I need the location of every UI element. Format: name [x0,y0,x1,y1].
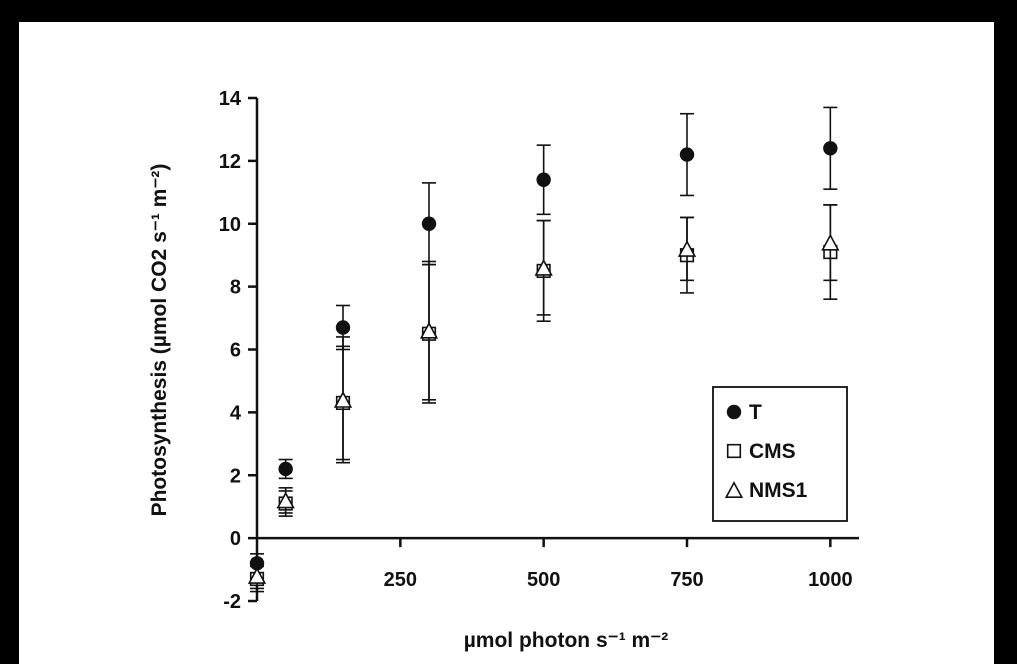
data-point [278,461,293,477]
axis-titles: µmol photon s⁻¹ m⁻² Photosynthesis (µmol … [148,164,668,652]
data-point [333,390,353,408]
y-tick-label: 14 [219,88,242,110]
y-tick-label: 12 [219,151,241,173]
data-point [247,566,267,584]
y-tick-label: 0 [230,528,241,550]
data-point [534,258,553,276]
legend-label-cms: CMS [749,440,796,463]
x-tick-label: 500 [527,569,560,591]
data-marks [247,106,840,593]
scatter-chart: -2 0 2 4 6 8 10 12 14 250 500 750 1000 T CMS NMS1 µmol… [148,88,859,652]
y-tick-label: 6 [230,340,241,362]
legend-marker-t [726,404,742,420]
data-point [276,491,295,509]
legend-label-t: T [749,401,762,424]
axes: -2 0 2 4 6 8 10 12 14 250 500 750 1000 [219,88,859,613]
data-point [421,216,437,231]
legend-label-nms1: NMS1 [749,479,808,502]
data-point [679,147,695,162]
legend-marker-cms [726,443,742,459]
legend: T CMS NMS1 [712,386,848,522]
y-tick-label: 10 [219,214,241,236]
data-point [821,233,840,251]
data-point [823,141,838,156]
y-tick-label: 8 [230,277,241,299]
x-tick-label: 750 [670,569,703,591]
y-tick-label: 4 [230,402,242,424]
data-point [419,321,439,339]
x-tick-label: 250 [384,569,417,591]
data-point [536,172,551,187]
legend-marker-nms1 [724,481,744,499]
data-point [335,320,351,335]
y-tick-label: -2 [223,591,241,613]
series-nms1 [247,204,840,590]
y-tick-label: 2 [230,465,241,487]
chart-frame: -2 0 2 4 6 8 10 12 14 250 500 750 1000 T CMS NMS1 µmol… [19,22,994,664]
data-point [677,240,697,257]
x-tick-label: 1000 [808,569,853,591]
y-axis-title: Photosynthesis (µmol CO2 s⁻¹ m⁻²) [148,164,171,517]
x-axis-title: µmol photon s⁻¹ m⁻² [464,629,669,652]
